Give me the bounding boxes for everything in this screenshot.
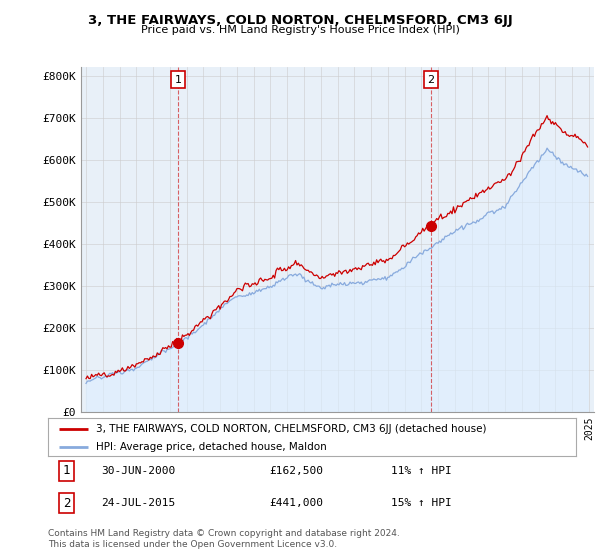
Text: 3, THE FAIRWAYS, COLD NORTON, CHELMSFORD, CM3 6JJ (detached house): 3, THE FAIRWAYS, COLD NORTON, CHELMSFORD… — [95, 424, 486, 434]
Text: Contains HM Land Registry data © Crown copyright and database right 2024.
This d: Contains HM Land Registry data © Crown c… — [48, 529, 400, 549]
Text: 2: 2 — [63, 497, 70, 510]
Text: £441,000: £441,000 — [270, 498, 324, 508]
Text: 24-JUL-2015: 24-JUL-2015 — [101, 498, 175, 508]
Text: 3, THE FAIRWAYS, COLD NORTON, CHELMSFORD, CM3 6JJ: 3, THE FAIRWAYS, COLD NORTON, CHELMSFORD… — [88, 14, 512, 27]
Text: 1: 1 — [175, 75, 182, 85]
Text: 1: 1 — [63, 464, 70, 478]
Text: 2: 2 — [427, 75, 434, 85]
Text: HPI: Average price, detached house, Maldon: HPI: Average price, detached house, Mald… — [95, 442, 326, 452]
Text: Price paid vs. HM Land Registry's House Price Index (HPI): Price paid vs. HM Land Registry's House … — [140, 25, 460, 35]
Text: £162,500: £162,500 — [270, 466, 324, 476]
Text: 30-JUN-2000: 30-JUN-2000 — [101, 466, 175, 476]
Text: 11% ↑ HPI: 11% ↑ HPI — [391, 466, 452, 476]
Text: 15% ↑ HPI: 15% ↑ HPI — [391, 498, 452, 508]
